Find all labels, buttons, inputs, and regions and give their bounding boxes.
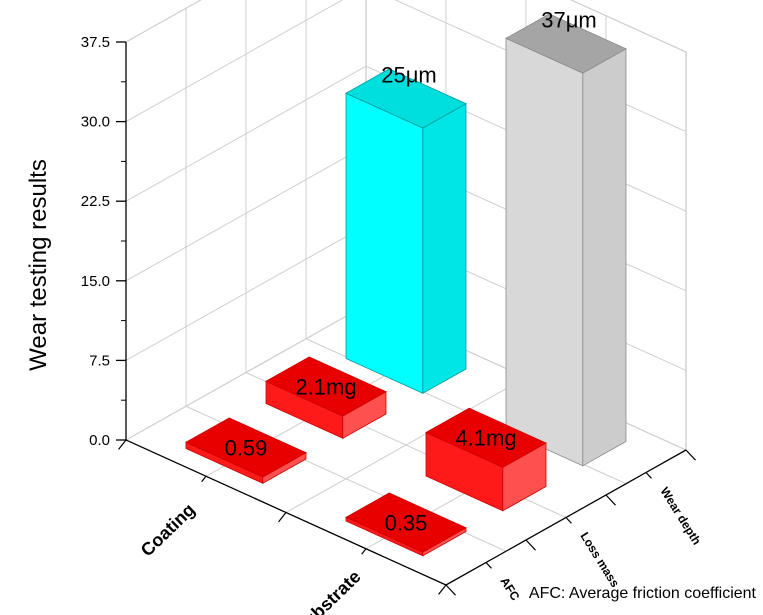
x-tick bbox=[278, 512, 287, 523]
y-axis-title: Wear testing results bbox=[25, 159, 52, 371]
metric-tick bbox=[685, 449, 696, 461]
bar-top-face bbox=[505, 13, 627, 74]
data-label: 0.35 bbox=[385, 511, 428, 536]
y-tick-label: 7.5 bbox=[89, 352, 110, 369]
y-tick-label: 22.5 bbox=[81, 193, 110, 210]
data-label: 25μm bbox=[381, 62, 436, 87]
bar-top-face bbox=[345, 68, 467, 129]
metric-tick bbox=[605, 494, 616, 506]
sample-label-substrate: Substrate bbox=[291, 566, 365, 615]
metric-tick bbox=[445, 584, 456, 596]
metric-tick bbox=[525, 539, 536, 551]
y-tick-label: 37.5 bbox=[81, 34, 110, 51]
metric-tick bbox=[645, 472, 652, 479]
data-label: 4.1mg bbox=[455, 426, 516, 451]
x-tick bbox=[201, 475, 207, 483]
bar-substrate-wear-depth bbox=[505, 13, 627, 467]
y-tick-label: 15.0 bbox=[81, 273, 110, 290]
bar-substrate-afc bbox=[345, 492, 467, 557]
annotation-note: AFC: Average friction coefficient bbox=[529, 585, 757, 602]
bar-top-face bbox=[265, 356, 387, 417]
x-tick bbox=[361, 548, 367, 555]
data-label: 37μm bbox=[541, 8, 596, 33]
x-tick bbox=[438, 584, 447, 595]
sample-label-coating: Coating bbox=[137, 499, 199, 560]
bar-front-face bbox=[505, 37, 584, 467]
y-gridline-5 bbox=[125, 0, 687, 53]
bar-side-face bbox=[422, 103, 467, 394]
bar-top-face bbox=[345, 492, 467, 553]
data-label: 2.1mg bbox=[295, 374, 356, 399]
y-tick-label: 0.0 bbox=[89, 432, 110, 449]
metric-tick bbox=[485, 562, 492, 569]
bars bbox=[185, 13, 627, 557]
metric-label-wear-depth: Wear depth bbox=[657, 485, 703, 548]
bar-top-face bbox=[425, 407, 547, 468]
bar-coating-wear-depth bbox=[345, 68, 467, 394]
metric-label-loss-mass: Loss mass bbox=[577, 530, 622, 590]
labels: 25μm 37μm 2.1mg 4.1mg 0.59 0.35 bbox=[225, 8, 597, 536]
metric-label-afc: AFC bbox=[497, 575, 522, 604]
y-tick-label: 30.0 bbox=[81, 114, 110, 131]
bar-front-face bbox=[345, 92, 424, 394]
metric-tick bbox=[565, 517, 572, 524]
bar-substrate-loss-mass bbox=[425, 407, 547, 512]
bar-coating-loss-mass bbox=[265, 356, 387, 439]
bar-side-face bbox=[582, 48, 627, 467]
data-label: 0.59 bbox=[225, 435, 268, 460]
bar-coating-afc bbox=[185, 417, 307, 484]
bar-top-face bbox=[185, 417, 307, 478]
x-tick bbox=[118, 439, 127, 450]
